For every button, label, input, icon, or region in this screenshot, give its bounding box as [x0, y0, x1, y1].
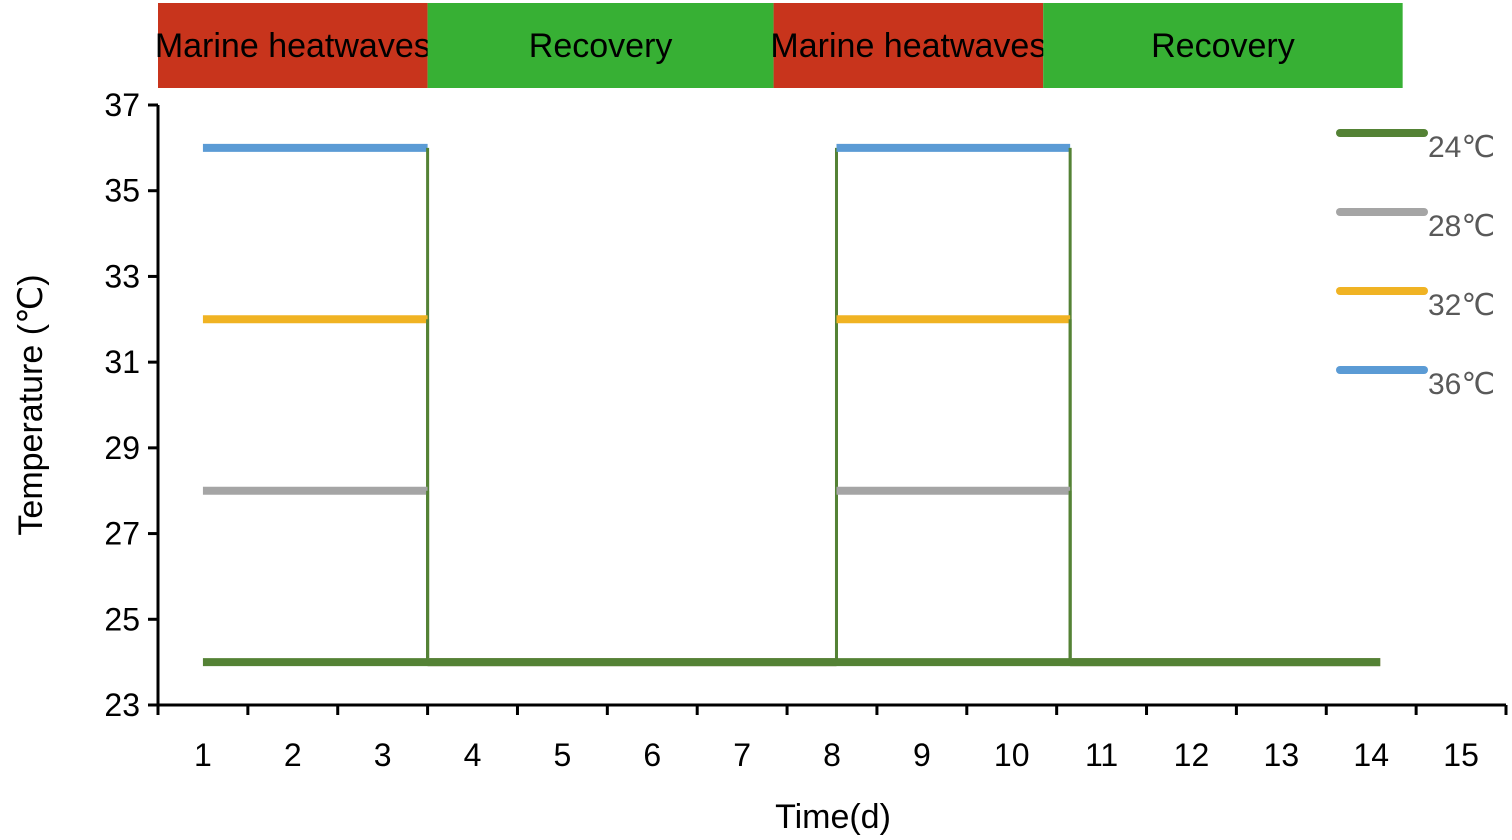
y-axis-title: Temperature (℃)	[12, 274, 50, 535]
x-tick-label: 11	[1085, 737, 1118, 773]
x-tick-label: 4	[464, 737, 482, 773]
phase-bands: Marine heatwaves Recovery Marine heatwaves…	[155, 3, 1403, 88]
x-tick-label: 6	[643, 737, 661, 773]
legend-label: 28℃	[1428, 210, 1495, 243]
x-tick-label: 1	[194, 737, 212, 773]
y-tick-label: 23	[104, 687, 140, 723]
legend: 24℃ 28℃ 32℃ 36℃	[1336, 129, 1495, 401]
legend-label: 32℃	[1428, 289, 1495, 322]
y-tick-label: 37	[104, 87, 140, 123]
y-tick-label: 29	[104, 430, 140, 466]
y-tick-label: 27	[104, 516, 140, 552]
phase-band-3	[773, 3, 1044, 88]
x-tick-label: 13	[1264, 737, 1300, 773]
x-axis-title: Time(d)	[775, 798, 891, 836]
phase-label-3: Marine heatwaves	[770, 27, 1046, 65]
legend-label: 36℃	[1428, 368, 1495, 401]
x-tick-label: 10	[994, 737, 1030, 773]
phase-label-1: Marine heatwaves	[155, 27, 431, 65]
phase-band-2	[427, 3, 774, 88]
series-2	[202, 486, 1381, 667]
y-tick-label: 35	[104, 173, 140, 209]
plot-area	[202, 143, 1381, 667]
phase-band-1	[158, 3, 428, 88]
x-tick-label: 5	[554, 737, 572, 773]
x-tick-label: 9	[913, 737, 931, 773]
phase-band-4	[1043, 3, 1403, 88]
x-tick-label: 14	[1353, 737, 1389, 773]
x-tick-label: 3	[374, 737, 392, 773]
x-tick-label: 15	[1443, 737, 1479, 773]
series-4	[202, 143, 1381, 667]
x-tick-label: 2	[284, 737, 302, 773]
phase-label-4: Recovery	[1151, 27, 1295, 65]
legend-label: 24℃	[1428, 131, 1495, 164]
x-tick-label: 7	[733, 737, 751, 773]
y-tick-label: 33	[104, 258, 140, 294]
x-tick-label: 12	[1174, 737, 1210, 773]
x-tick-label: 8	[823, 737, 841, 773]
y-tick-label: 31	[104, 344, 140, 380]
y-tick-label: 25	[104, 601, 140, 637]
phase-label-2: Recovery	[529, 27, 673, 65]
